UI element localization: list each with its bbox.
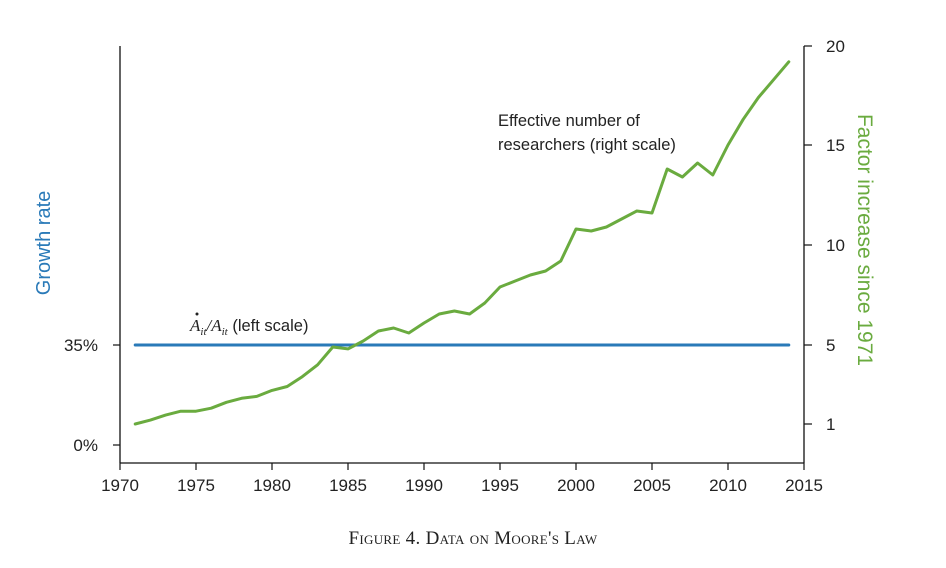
x-tick-label: 1985 <box>329 476 367 495</box>
left-tick-label: 0% <box>73 436 98 455</box>
time-derivative-dot-icon <box>195 312 199 316</box>
right-tick-label: 10 <box>826 236 845 255</box>
x-tick-label: 1970 <box>101 476 139 495</box>
series-line-researchers <box>133 60 791 426</box>
researchers-series-label-line: Effective number of <box>498 112 640 130</box>
x-tick-label: 1975 <box>177 476 215 495</box>
researchers-series-label-line: researchers (right scale) <box>498 136 676 154</box>
series-layer <box>133 60 791 426</box>
x-tick-label: 2015 <box>785 476 823 495</box>
moores-law-chart: 1970 1975 1980 1985 1990 1995 2000 2005 2010 2015… <box>33 37 876 495</box>
x-tick-label: 1980 <box>253 476 291 495</box>
x-tick-label: 2005 <box>633 476 671 495</box>
growth-series-label: Ait/Ait (left scale) <box>189 316 308 338</box>
right-tick-label: 20 <box>826 37 845 56</box>
x-tick-label: 1990 <box>405 476 443 495</box>
left-tick-label: 35% <box>64 336 98 355</box>
left-axis-title: Growth rate <box>33 191 55 295</box>
x-tick-label: 2000 <box>557 476 595 495</box>
right-tick-label: 15 <box>826 136 845 155</box>
right-axis-title: Factor increase since 1971 <box>853 114 876 366</box>
right-tick-label: 5 <box>826 336 835 355</box>
figure-caption: Figure 4. Data on Moore's Law <box>348 528 598 549</box>
right-tick-label: 1 <box>826 415 835 434</box>
x-tick-label: 1995 <box>481 476 519 495</box>
labels-layer: Growth rate Factor increase since 1971 Ait… <box>33 112 876 366</box>
x-tick-label: 2010 <box>709 476 747 495</box>
axes: 1970 1975 1980 1985 1990 1995 2000 2005 2010 2015… <box>64 37 845 495</box>
